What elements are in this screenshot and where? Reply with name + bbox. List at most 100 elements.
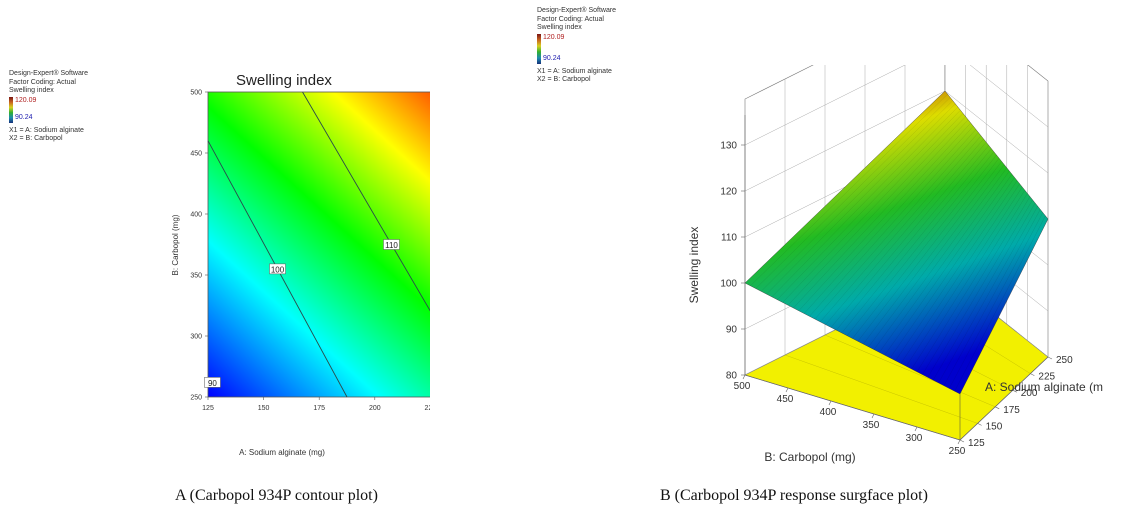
contour-y-tick-label: 350 <box>190 273 202 280</box>
legend-software: Design-Expert® Software <box>9 70 89 77</box>
legend-coding: Factor Coding: Actual <box>9 78 76 86</box>
surface-mesh-line <box>863 161 1002 345</box>
surface-y-tick-label: 500 <box>734 381 751 392</box>
surface-mesh-line <box>916 193 1028 372</box>
surface-mesh-line <box>846 151 995 336</box>
contour-x-tick-label: 200 <box>369 405 381 412</box>
surface-x-tick-label: 225 <box>1038 372 1055 383</box>
contour-xlabel: A: Sodium alginate (mg) <box>239 448 325 457</box>
contour-y-tick-label: 250 <box>190 395 202 402</box>
surface-mesh-line <box>954 215 1046 392</box>
surface-mesh-line <box>830 142 987 328</box>
legend-x2: X2 = B: Carbopol <box>9 135 63 142</box>
surface-y-tick <box>871 413 875 419</box>
contour-legend: Design-Expert® Software Factor Coding: A… <box>9 70 88 144</box>
surface-y-tick-label: 350 <box>863 420 880 431</box>
surface-xlabel: A: Sodium alginate (m <box>985 380 1103 394</box>
surface-z-tick-label: 110 <box>721 233 737 244</box>
surface-mesh-line <box>895 180 1018 361</box>
legend-response: Swelling index <box>9 87 54 94</box>
surface-mesh-line <box>889 177 1015 359</box>
surface-mesh-line <box>841 148 992 334</box>
surface-mesh-line <box>825 138 984 325</box>
surface-mesh-line <box>787 116 966 306</box>
surface-mesh-line <box>943 209 1041 386</box>
surface-mesh-line <box>927 199 1033 378</box>
legend-coding: Factor Coding: Actual <box>537 15 604 23</box>
surface-y-tick-label: 450 <box>777 394 794 405</box>
surface-mesh-line <box>873 167 1008 350</box>
surface-x-tick-label: 250 <box>1056 355 1073 366</box>
surface-y-tick <box>914 426 918 432</box>
surface-mesh-line <box>922 196 1031 375</box>
surface-z-tick-label: 120 <box>720 187 737 198</box>
surface-x-tick-label: 175 <box>1003 405 1020 416</box>
surface-mesh-line <box>814 132 979 320</box>
surface-mesh-line <box>879 170 1010 353</box>
surface-mesh-line <box>906 186 1023 367</box>
contour-x-tick-label: 175 <box>313 405 325 412</box>
surface-mesh-line <box>782 113 964 303</box>
surface-z-tick-label: 80 <box>726 371 738 382</box>
surface-mesh-line <box>755 97 951 289</box>
surface-z-tick-label: 130 <box>720 141 737 152</box>
surface-x-tick-label: 150 <box>986 421 1003 432</box>
surface-mesh-line <box>820 135 982 323</box>
floor-gridline <box>784 354 978 424</box>
surface-x-tick <box>995 406 1000 410</box>
contour-title: Swelling index <box>236 72 332 89</box>
legend-max: 120.09 <box>15 96 37 104</box>
surface-x-tick <box>1047 356 1053 360</box>
surface-mesh-line <box>932 202 1036 381</box>
surface-mesh-line <box>857 158 1000 342</box>
contour-x-tick-label: 150 <box>258 405 270 412</box>
contour-corner-label: 90 <box>208 379 217 388</box>
contour-corner-label-box <box>204 377 221 388</box>
surface-mesh-line <box>836 145 989 331</box>
wall-gridline <box>744 65 1049 146</box>
contour-label-box <box>383 239 400 250</box>
surface-legend: Design-Expert® Software Factor Coding: A… <box>537 7 616 85</box>
legend-min: 90.24 <box>15 114 33 121</box>
legend-x1: X1 = A: Sodium alginate <box>537 67 612 75</box>
floor-gridline <box>824 334 996 408</box>
surface-x-tick-label: 200 <box>1021 388 1038 399</box>
surface-mesh-line <box>771 106 959 298</box>
surface-mesh-line <box>777 110 961 300</box>
legend-color-scale: 120.09 90.24 <box>9 96 88 123</box>
contour-y-tick-label: 500 <box>190 90 202 97</box>
surface-y-tick <box>957 439 961 445</box>
contour-ylabel: B: Carbopol (mg) <box>171 214 180 275</box>
surface-x-tick <box>1030 373 1035 376</box>
legend-color-bar <box>537 33 541 64</box>
legend-software: Design-Expert® Software <box>537 7 617 14</box>
legend-x1: X1 = A: Sodium alginate <box>9 126 84 134</box>
surface-z-tick-label: 90 <box>726 325 738 336</box>
surface-mesh-line <box>938 206 1038 384</box>
contour-x-tick-label: 125 <box>202 405 214 412</box>
surface-x-tick <box>959 439 965 443</box>
contour-plot: Swelling index 10011090120 1251501752002… <box>171 72 430 457</box>
legend-color-bar <box>9 96 13 123</box>
caption-left: A (Carbopol 934P contour plot) <box>175 487 378 504</box>
surface-mesh-line <box>884 174 1013 356</box>
surface-y-tick <box>828 400 832 406</box>
surface-mesh-line <box>760 100 953 292</box>
surface-y-tick-label: 250 <box>949 446 966 457</box>
contour-label-box <box>269 263 286 275</box>
surface-y-tick-label: 400 <box>820 407 837 418</box>
response-surface <box>744 90 1049 395</box>
surface-mesh-line <box>798 122 971 311</box>
surface-mesh-line <box>793 119 969 309</box>
legend-response: Swelling index <box>537 24 582 31</box>
caption-right: B (Carbopol 934P response surgface plot) <box>660 487 928 504</box>
surface-mesh <box>750 94 1046 392</box>
surface-y-tick <box>785 387 789 393</box>
surface-mesh-line <box>852 154 997 339</box>
surface-mesh-line <box>809 129 977 317</box>
contour-label: 100 <box>271 265 285 274</box>
surface-mesh-line <box>868 164 1005 347</box>
surface-y-tick <box>742 374 746 380</box>
surface-x-tick <box>1012 389 1017 393</box>
